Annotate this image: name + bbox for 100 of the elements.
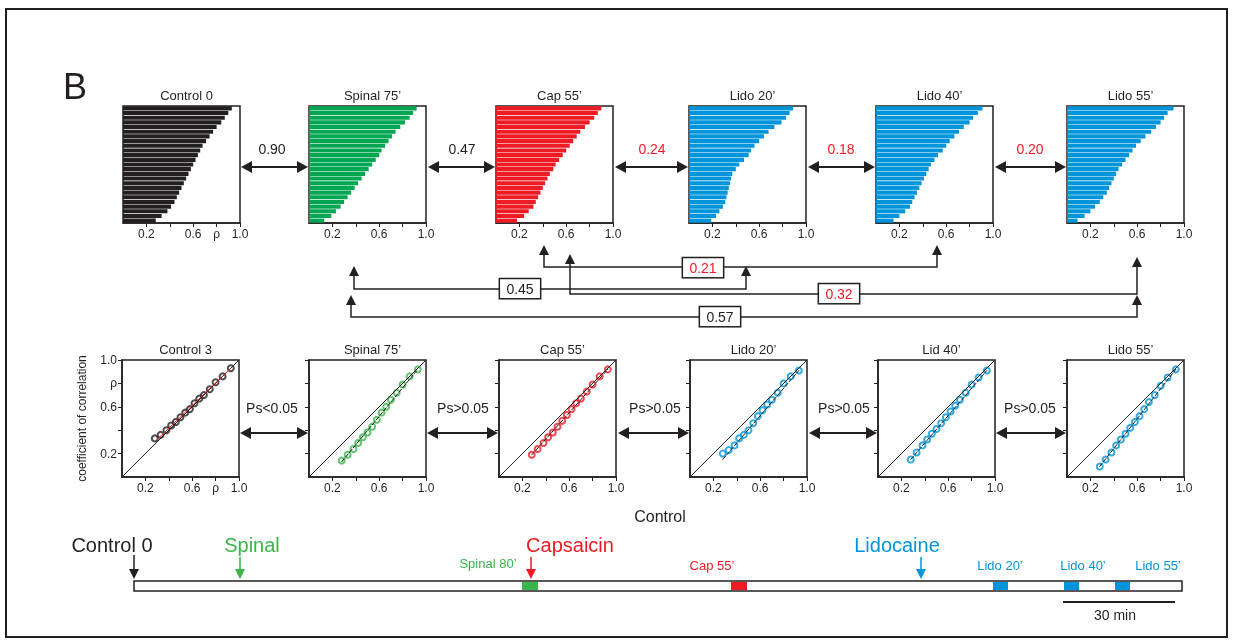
x-tick-label: 1.0 [417,227,435,241]
x-tick-label: 1.0 [604,227,622,241]
x-tick-label: 1.0 [230,481,248,495]
bar [876,204,910,209]
x-tick-label: 1.0 [798,481,816,495]
text: 30 min [1093,607,1137,623]
x-tick-label: 0.6 [750,227,768,241]
bar [309,110,414,116]
x-tick-label: 0.2 [137,481,155,495]
x-tick-label: 0.2 [704,227,722,241]
bar [1067,148,1133,153]
text: Spinal 80’ [459,555,517,571]
bar [496,115,595,120]
bar [496,176,548,181]
x-tick-label: 1.0 [417,481,435,495]
x-tick-label: 0.2 [514,481,532,495]
text: 0.32 [825,286,853,302]
x-tick-label: 0.6 [1128,227,1146,241]
bar [309,148,382,153]
bar [309,129,396,134]
bar [876,195,915,200]
text: Control 0 [71,534,153,556]
bar [1067,120,1161,125]
x-tick-label: 0.6 [370,481,388,495]
bar [689,209,720,214]
text: 0.47 [448,141,476,157]
bar [1067,190,1107,195]
y-tick-label: ρ [110,376,118,391]
x-tick-label: 0.2 [511,227,529,241]
bar [876,110,978,116]
chart-title: Lido 20’ [730,342,777,357]
y-tick-label: 0.6 [100,399,118,414]
bar [309,195,348,200]
bar [496,195,539,200]
bar [309,213,332,219]
x-tick-label: 0.6 [560,481,578,495]
chart-title: Cap 55’ [537,88,583,103]
x-tick-label: 0.6 [751,481,769,495]
bar [496,209,529,214]
bar [876,115,974,120]
text: Capsaicin [526,534,614,556]
bar [689,195,727,200]
bar [496,106,602,111]
bar [1067,115,1165,120]
x-tick-label: 1.0 [984,227,1002,241]
text: 0.20 [1016,141,1044,157]
bar [1067,204,1096,209]
bar [309,106,417,111]
text: Lido 55’ [1135,557,1181,573]
y-tick-label: 0.2 [100,446,118,461]
text: B [62,65,88,107]
text: Control [634,507,686,525]
bar [689,120,782,125]
bar [309,134,393,139]
bar [689,218,712,223]
bar [1067,176,1114,181]
x-tick-label: 0.2 [1082,227,1100,241]
chart-title: Cap 55’ [540,342,586,357]
chart-title: Spinal 75’ [343,342,402,357]
text: Cap 55’ [689,557,735,573]
x-tick-label: 0.6 [370,227,388,241]
x-tick-label: 0.2 [893,481,911,495]
chart-title: Spinal 75’ [343,88,402,103]
bar [876,134,955,139]
bar [309,115,410,120]
bar [876,176,924,181]
x-tick-label: 1.0 [1175,227,1193,241]
x-tick-label: 0.6 [557,227,575,241]
bar [496,148,567,153]
bar [1067,209,1091,214]
x-tick-label: 0.2 [138,227,156,241]
text: 0.90 [258,141,286,157]
x-tick-label: ρ [212,481,220,495]
x-tick-label: 0.6 [183,481,201,495]
text: Lidocaine [854,534,940,556]
x-tick-label: 0.2 [1082,481,1100,495]
bar [496,110,598,116]
chart-title: Control 3 [159,342,212,357]
x-tick-label: 0.6 [939,481,957,495]
bar [496,213,525,219]
bar [1067,129,1152,134]
x-tick-label: 1.0 [797,227,815,241]
x-tick-label: 1.0 [1175,481,1193,495]
bar [689,204,723,209]
bar [689,213,716,219]
x-tick-label: 0.6 [184,227,202,241]
x-tick-label: ρ [213,227,221,241]
bar [689,110,790,116]
bar [496,190,541,195]
chart-title: Lido 55’ [1107,342,1154,357]
text: Ps>0.05 [818,400,871,416]
x-tick-label: 1.0 [607,481,625,495]
x-tick-label: 0.2 [324,481,342,495]
bar [876,148,943,153]
x-tick-label: 0.6 [1128,481,1146,495]
bar [496,204,534,209]
bar [496,134,577,139]
point [718,449,727,458]
chart-title: Lid 40’ [922,342,961,357]
chart-title: Lido 20’ [729,88,776,103]
